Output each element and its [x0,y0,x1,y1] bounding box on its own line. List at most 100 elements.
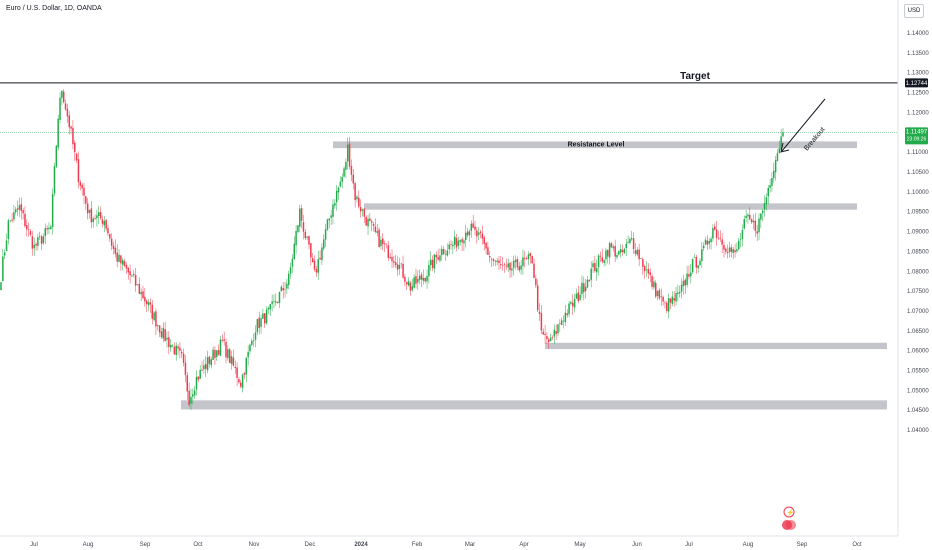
candle [74,140,76,161]
candle [621,244,624,256]
candle [99,206,102,221]
candle [634,242,637,257]
candle [485,242,487,255]
candle [490,257,493,267]
candle [27,222,30,237]
candle [219,335,222,357]
time-axis[interactable]: Jul Aug Sep Oct Nov Dec 2024 Feb Mar Apr May Jun Jul… [0,535,898,548]
candle [765,193,768,211]
candle [120,255,122,271]
candle [562,315,565,329]
candle [46,225,48,235]
candle [75,152,78,164]
time-tick-label: Apr [519,542,528,548]
candle [579,286,581,301]
candle [225,338,227,364]
candle [169,339,172,352]
candle [524,251,526,268]
candle [590,261,592,288]
candle [216,349,218,361]
candle [341,173,343,189]
candle [199,364,201,380]
candle [79,179,82,191]
breakout-arrow [780,98,826,153]
candle [413,273,415,289]
candle [536,279,539,313]
candle [127,267,130,280]
candle [328,218,331,229]
candle [599,251,602,263]
candle [671,291,674,307]
price-tick-label: 1.07000 [907,309,929,315]
candle [121,258,124,271]
currency-label[interactable]: USD [904,4,924,18]
candle [374,218,377,234]
candle [601,248,604,264]
candle [439,248,441,263]
candle [573,293,576,313]
candle [730,244,733,258]
event-markers: ⚡ [782,506,796,530]
candle [595,259,598,281]
candle [195,370,198,396]
candle [383,240,386,253]
candle [278,291,281,309]
candle [256,319,259,336]
breakout-label: Breakout [803,126,826,152]
candle [605,247,607,266]
candle [109,233,111,242]
candle [164,321,166,342]
candle [334,199,336,209]
candle [417,270,419,290]
price-tick-label: 1.14000 [907,31,929,37]
candle [162,322,165,343]
candle [88,209,91,219]
candle [7,218,10,245]
candle [415,268,417,289]
candle [629,237,631,245]
candle [51,188,54,235]
candle [411,278,414,292]
symbol-title[interactable]: Euro / U.S. Dollar, 1D, OANDA [6,5,102,12]
candle [749,207,751,221]
price-axis[interactable]: 1.140001.135001.130001.125001.120001.115… [897,0,929,536]
candle [147,299,150,312]
candle [669,298,672,310]
candle [245,356,248,383]
price-tick-label: 1.12000 [907,110,929,116]
candle [690,263,692,284]
candle [276,301,279,304]
candle [175,342,177,361]
candle [761,208,764,222]
time-tick-label: Aug [743,542,754,548]
candle [760,212,762,229]
candle [662,295,664,306]
candle [118,249,120,263]
svg-text:1.11497: 1.11497 [906,129,928,135]
candle [0,281,2,291]
price-zone [545,342,887,350]
price-tick-label: 1.12500 [907,91,929,97]
candle [48,222,50,235]
candle [151,299,153,325]
candle [68,111,70,135]
candle [335,185,338,211]
candle [81,183,83,196]
candle [227,345,229,361]
candle [387,241,390,261]
candle [555,324,557,340]
candle [112,241,115,255]
candle [409,281,412,296]
candle [323,234,325,251]
candle [103,215,106,233]
candle [461,236,463,251]
candle [721,233,723,254]
candle [728,241,731,258]
target-label: Target [680,71,710,82]
time-tick-label: Oct [193,542,203,548]
candle [773,162,775,183]
candle [732,246,734,259]
candle [92,216,94,228]
candle [719,230,722,242]
